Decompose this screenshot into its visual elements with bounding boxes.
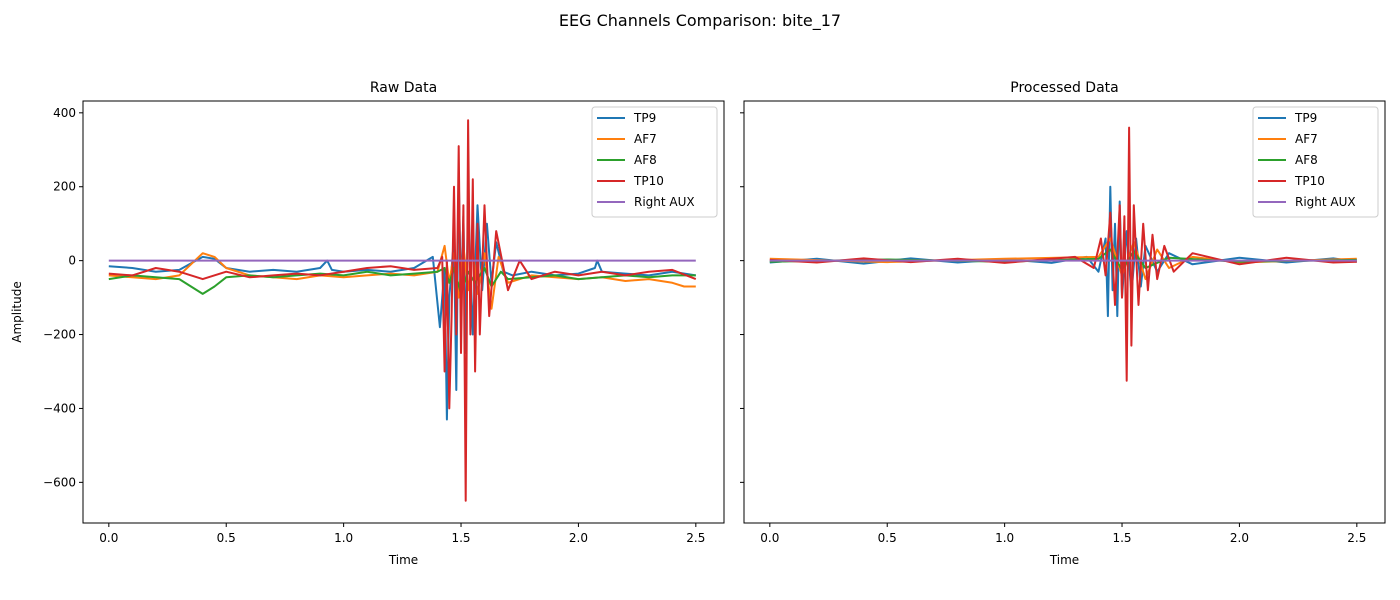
chart-0-y-tick-label: −600	[43, 475, 76, 489]
raw-data-axes: 0.0 0.5 1.0 1.5 2.0 2.5 400 200 0 −200 −400 −600 Raw…	[10, 80, 725, 567]
chart-0-legend-label: TP10	[633, 174, 664, 188]
chart-1-axes-frame	[743, 100, 1386, 524]
chart-0-series-line-af8	[108, 267, 696, 295]
chart-0-x-tick-label: 1.0	[334, 531, 353, 545]
processed-data-axes: 0.0 0.5 1.0 1.5 2.0 2.5 Processed Data Time TP9 A…	[740, 80, 1386, 567]
chart-1-legend-label: AF8	[1295, 153, 1318, 167]
chart-1-series-line-tp10	[769, 126, 1357, 382]
chart-1-x-tick-label: 2.0	[1230, 531, 1249, 545]
chart-0-x-tick-label: 1.5	[451, 531, 470, 545]
chart-0-series-group	[108, 119, 697, 502]
chart-0-y-tick-label: −200	[43, 328, 76, 342]
chart-0-y-tick-label: −400	[43, 401, 76, 415]
chart-0-x-tick-label: 2.0	[569, 531, 588, 545]
chart-1-x-tick-label: 2.5	[1347, 531, 1366, 545]
chart-0-x-tick-label: 2.5	[686, 531, 705, 545]
chart-0-series-line-tp9	[108, 174, 696, 421]
chart-1-x-tick-label: 0.0	[760, 531, 779, 545]
chart-1-axes-title: Processed Data	[1010, 80, 1119, 96]
chart-1-x-tick-label: 1.0	[995, 531, 1014, 545]
chart-0-legend-label: TP9	[633, 111, 656, 125]
chart-1-x-tick-label: 0.5	[878, 531, 897, 545]
chart-0-legend-label: AF7	[634, 132, 657, 146]
chart-0-legend: TP9 AF7 AF8 TP10 Right AUX	[591, 106, 718, 218]
chart-1-legend-frame	[1252, 106, 1379, 218]
chart-1-legend-label: AF7	[1295, 132, 1318, 146]
chart-0-y-tick-label: 200	[53, 180, 76, 194]
chart-1-legend-label: Right AUX	[1295, 195, 1356, 209]
chart-0-axes-title: Raw Data	[370, 80, 437, 96]
chart-0-y-tick-label: 0	[68, 254, 76, 268]
chart-1-legend-label: TP9	[1294, 111, 1317, 125]
chart-0-x-tick-label: 0.0	[99, 531, 118, 545]
chart-0-y-tick-label: 400	[53, 106, 76, 120]
figure-suptitle: EEG Channels Comparison: bite_17	[559, 11, 841, 31]
chart-0-y-axis-label: Amplitude	[10, 281, 24, 343]
chart-1-x-axis-label: Time	[1049, 553, 1079, 567]
chart-1-series-group	[769, 126, 1357, 382]
chart-0-x-axis-label: Time	[388, 553, 418, 567]
chart-0-legend-label: AF8	[634, 153, 657, 167]
chart-1-x-tick-label: 1.5	[1112, 531, 1131, 545]
chart-0-legend-label: Right AUX	[634, 195, 695, 209]
chart-0-x-tick-label: 0.5	[217, 531, 236, 545]
chart-1-legend-label: TP10	[1294, 174, 1325, 188]
chart-1-legend: TP9 AF7 AF8 TP10 Right AUX	[1252, 106, 1379, 218]
chart-0-series-line-tp10	[108, 119, 697, 502]
chart-0-legend-frame	[591, 106, 718, 218]
chart-0-axes-frame	[82, 100, 725, 524]
